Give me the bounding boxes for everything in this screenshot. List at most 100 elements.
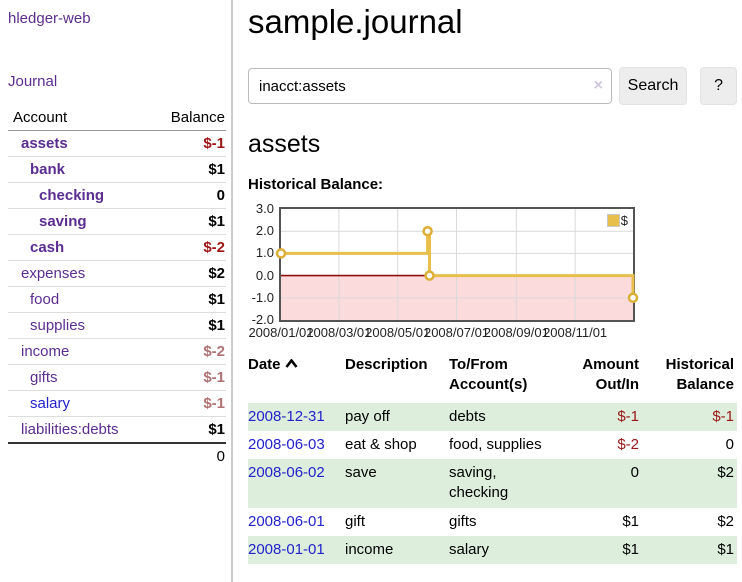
transaction-row: 2008-06-02 save saving, checking 0 $2 (248, 459, 737, 508)
sidebar-item-journal[interactable]: Journal (8, 73, 58, 90)
account-title: assets (248, 130, 321, 158)
transaction-row: 2008-06-03 eat & shop food, supplies $-2 0 (248, 431, 737, 459)
account-row: saving $1 (8, 208, 226, 235)
y-tick-label: 1.0 (255, 245, 274, 261)
transaction-accounts: debts (449, 407, 486, 425)
account-name-cell: bank (8, 156, 150, 183)
transaction-date-cell: 2008-06-03 (248, 431, 345, 459)
account-name-cell: assets (8, 130, 150, 157)
help-button[interactable]: ? (700, 67, 737, 105)
x-tick-label: 2008/11/01 (543, 325, 608, 340)
search-button[interactable]: Search (619, 67, 688, 105)
transaction-description: gift (345, 512, 366, 530)
transaction-date-link[interactable]: 2008-06-01 (248, 512, 325, 530)
account-name-cell: supplies (8, 312, 150, 339)
account-link[interactable]: gifts (30, 369, 58, 386)
account-balance: $1 (149, 312, 226, 339)
transaction-balance: $2 (717, 464, 734, 481)
accounts-total-value: 0 (149, 442, 226, 469)
x-tick-label: 2008/03/01 (306, 325, 372, 340)
y-tick-label: 2.0 (255, 223, 274, 239)
y-tick-label: -1.0 (251, 289, 274, 305)
account-row: salary $-1 (8, 390, 226, 417)
x-tick-label: 2008/05/01 (365, 325, 431, 340)
chart-series-svg (275, 209, 639, 320)
account-balance: $-1 (149, 390, 226, 417)
x-tick-label: 2008/07/01 (423, 325, 490, 340)
account-name-cell: cash (8, 234, 150, 261)
search-form: × Search ? (248, 67, 737, 105)
y-tick-label: -2.0 (251, 312, 274, 327)
balance-chart: 3.0 2.0 1.0 0.0 -1.0 -2.0 $ 2008/01/01 2008/03… (248, 201, 737, 343)
transaction-date-link[interactable]: 2008-06-03 (248, 435, 325, 453)
main-content: sample.journal × Search ? assets Histori… (248, 0, 737, 564)
transactions-header-row: Date Description To/From Account(s) Amou… (248, 353, 737, 403)
accounts-header-balance: Balance (149, 106, 226, 131)
column-header-accounts: To/From Account(s) (449, 356, 528, 394)
account-link[interactable]: expenses (21, 265, 86, 282)
page-title: sample.journal (248, 3, 463, 40)
accounts-table-body: assets $-1 bank $1 checking 0 saving $1 cash $-2 e… (8, 130, 226, 444)
sidebar: hledger-web Journal Account Balance asse… (0, 0, 233, 582)
transaction-description: pay off (345, 407, 390, 425)
column-header-date[interactable]: Date (248, 353, 345, 403)
account-link[interactable]: liabilities:debts (21, 421, 119, 438)
account-balance: $-1 (149, 130, 226, 157)
transaction-balance: $2 (717, 512, 734, 530)
transaction-date-cell: 2008-06-02 (248, 459, 345, 508)
accounts-header-account: Account (8, 106, 150, 131)
transaction-amount: $1 (622, 512, 639, 530)
account-balance: $1 (149, 286, 226, 313)
transaction-amount: 0 (630, 464, 639, 481)
account-link[interactable]: income (21, 343, 70, 360)
account-row: expenses $2 (8, 260, 226, 287)
transaction-date-link[interactable]: 2008-06-02 (248, 464, 325, 481)
x-tick-label: 2008/09/01 (483, 325, 549, 340)
transaction-date-link[interactable]: 2008-01-01 (248, 540, 325, 558)
y-tick-label: 0.0 (255, 267, 274, 283)
account-row: bank $1 (8, 156, 226, 183)
column-header-amount: Amount Out/In (582, 356, 639, 394)
account-link[interactable]: salary (30, 395, 71, 412)
data-point-marker (422, 225, 433, 237)
transaction-accounts: saving, checking (449, 464, 509, 502)
transaction-balance: 0 (725, 435, 734, 453)
account-link[interactable]: assets (21, 135, 68, 152)
column-header-description: Description (345, 356, 428, 373)
account-row: checking 0 (8, 182, 226, 209)
transaction-amount: $1 (622, 540, 639, 558)
column-header-balance: Historical Balance (665, 356, 734, 394)
transaction-row: 2008-06-01 gift gifts $1 $2 (248, 508, 737, 536)
accounts-table: Account Balance assets $-1 bank $1 checking 0… (8, 106, 226, 469)
transaction-row: 2008-12-31 pay off debts $-1 $-1 (248, 402, 737, 431)
account-row: liabilities:debts $1 (8, 416, 226, 444)
account-link[interactable]: saving (39, 213, 87, 230)
transaction-accounts: salary (449, 540, 490, 558)
chart-legend: $ (606, 213, 628, 228)
transaction-balance: $1 (717, 540, 734, 558)
transaction-row: 2008-01-01 income salary $1 $1 (248, 535, 737, 564)
data-point-marker (424, 270, 435, 281)
account-link[interactable]: supplies (30, 317, 86, 334)
account-name-cell: liabilities:debts (8, 416, 150, 444)
account-balance: $1 (149, 208, 226, 235)
transaction-date-link[interactable]: 2008-12-31 (248, 407, 325, 425)
account-link[interactable]: bank (30, 161, 66, 178)
app-brand-link[interactable]: hledger-web (8, 10, 91, 27)
account-row: income $-2 (8, 338, 226, 365)
account-row: gifts $-1 (8, 364, 226, 391)
account-row: cash $-2 (8, 234, 226, 261)
account-balance: 0 (149, 182, 226, 209)
transaction-accounts: food, supplies (449, 435, 542, 453)
account-name-cell: income (8, 338, 150, 365)
account-link[interactable]: checking (39, 187, 105, 204)
sort-ascending-icon (284, 358, 298, 368)
account-name-cell: food (8, 286, 150, 313)
account-name-cell: gifts (8, 364, 150, 391)
search-input[interactable] (248, 68, 612, 104)
account-link[interactable]: cash (30, 239, 65, 256)
clear-search-icon[interactable]: × (593, 77, 603, 94)
transaction-description: save (345, 464, 377, 481)
account-link[interactable]: food (30, 291, 60, 308)
transactions-table-body: 2008-12-31 pay off debts $-1 $-1 2008-06-03 ea… (248, 402, 737, 564)
